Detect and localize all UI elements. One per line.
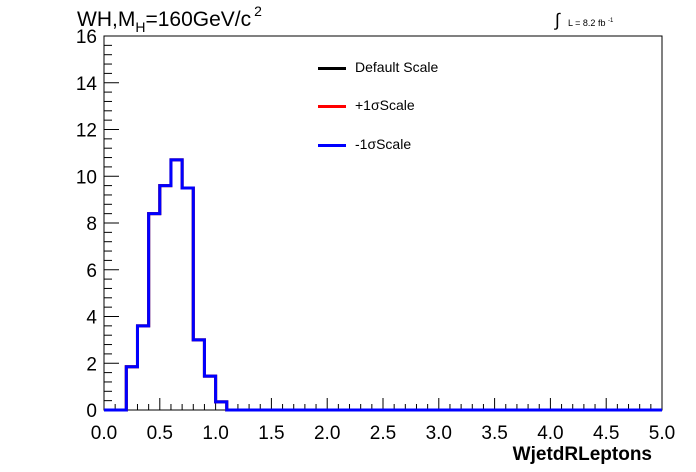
x-tick-label: 4.5 xyxy=(593,423,619,444)
x-axis-label: WjetdRLeptons xyxy=(513,444,652,465)
histogram-series-0 xyxy=(104,158,662,412)
x-tick-label: 3.0 xyxy=(426,423,452,444)
x-tick-label: 0.0 xyxy=(91,423,117,444)
x-tick-label: 0.5 xyxy=(147,423,173,444)
y-axis: 0 2 4 6 8 10 12 14 16 xyxy=(76,27,119,422)
y-tick-label: 16 xyxy=(76,27,97,48)
y-tick-label: 12 xyxy=(76,121,97,142)
legend-label-default: Default Scale xyxy=(355,59,439,75)
legend-label-plus1sigma: +1σScale xyxy=(355,97,415,113)
x-tick-label: 2.0 xyxy=(314,423,340,444)
title-subscript: H xyxy=(135,19,146,35)
legend-label-minus1sigma: -1σScale xyxy=(355,136,412,152)
title-main-text: WH,M xyxy=(77,8,136,31)
y-tick-label: 2 xyxy=(86,354,97,375)
y-tick-label: 8 xyxy=(86,214,97,235)
x-tick-label: 2.5 xyxy=(370,423,396,444)
y-tick-label: 6 xyxy=(86,261,97,282)
y-tick-label: 10 xyxy=(76,167,97,188)
legend-line-plus1sigma xyxy=(318,105,346,108)
title-rest-text: =160GeV/c xyxy=(145,8,252,31)
luminosity-superscript: -1 xyxy=(607,18,614,24)
series-layer xyxy=(104,158,662,412)
x-tick-label: 4.0 xyxy=(537,423,563,444)
x-tick-label: 3.5 xyxy=(481,423,507,444)
luminosity-label: ∫ L = 8.2 fb -1 xyxy=(555,10,614,30)
y-tick-label: 0 xyxy=(86,401,97,422)
x-tick-label: 1.0 xyxy=(202,423,228,444)
x-axis: 0.0 0.5 1.0 1.5 2.0 2.5 3.0 3.5 4.0 4.5 5.0 xyxy=(91,398,675,444)
integral-symbol: ∫ xyxy=(555,10,560,30)
x-tick-label: 1.5 xyxy=(258,423,284,444)
luminosity-text: L = 8.2 fb xyxy=(568,18,606,28)
histogram-series-1 xyxy=(104,158,662,412)
legend-entry-plus1sigma: +1σScale xyxy=(318,96,518,116)
title-superscript: 2 xyxy=(254,3,262,19)
legend-line-default xyxy=(318,67,346,70)
plot-frame xyxy=(103,35,663,411)
legend-entry-minus1sigma: -1σScale xyxy=(318,135,518,155)
plot-title: WH,MH=160GeV/c 2 xyxy=(77,3,262,35)
y-tick-label: 4 xyxy=(86,308,97,329)
histogram-series-2 xyxy=(104,158,662,412)
y-tick-label: 14 xyxy=(76,74,98,95)
x-tick-label: 5.0 xyxy=(649,423,675,444)
legend-line-minus1sigma xyxy=(318,144,346,147)
legend-entry-default: Default Scale xyxy=(318,58,518,78)
